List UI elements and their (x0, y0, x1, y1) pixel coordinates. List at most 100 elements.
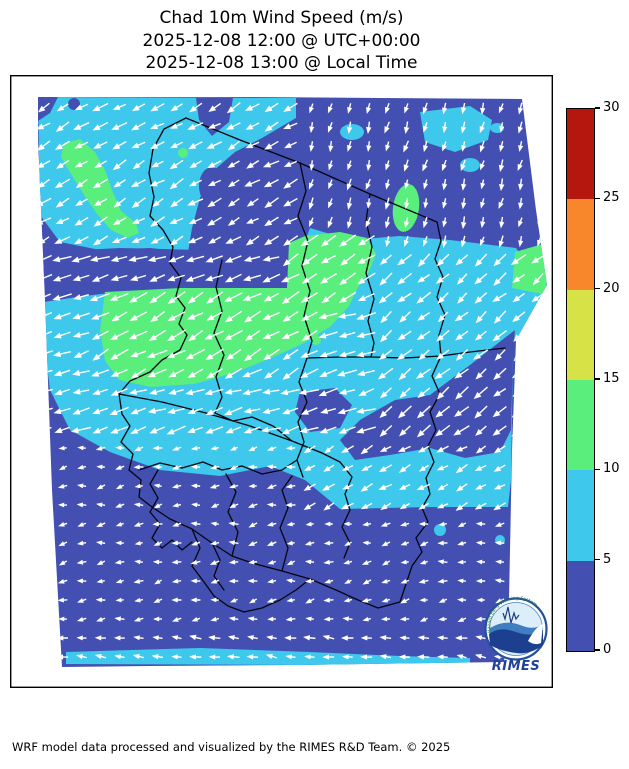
wind-arrow (418, 349, 430, 361)
wind-arrow (113, 179, 126, 188)
wind-arrow (494, 578, 505, 584)
wind-arrow (74, 103, 89, 111)
wind-arrow (210, 503, 220, 508)
wind-arrow (379, 387, 392, 399)
wind-arrow (262, 273, 281, 283)
colorbar-tick-label: 30 (603, 100, 620, 115)
wind-arrow (328, 179, 333, 190)
wind-arrow (327, 216, 333, 229)
wind-arrow (455, 330, 469, 341)
wind-arrow (229, 465, 239, 471)
wind-arrow (94, 653, 107, 660)
wind-arrow (208, 654, 221, 660)
wind-arrow (474, 253, 488, 267)
wind-arrow (494, 349, 506, 361)
wind-arrow (322, 634, 335, 641)
wind-arrow (73, 350, 89, 359)
wind-arrow (109, 406, 129, 416)
wind-arrow (400, 579, 410, 584)
wind-arrow (55, 217, 70, 225)
wind-arrow (224, 388, 242, 395)
wind-arrow (151, 654, 164, 660)
wind-arrow (168, 368, 185, 378)
wind-arrow (347, 160, 352, 171)
wind-arrow (38, 178, 51, 189)
wind-arrow (210, 540, 220, 546)
wind-arrow (247, 635, 258, 641)
wind-arrow (133, 635, 144, 641)
wind-arrow (76, 578, 87, 584)
wind-arrow (133, 578, 144, 584)
wind-arrow (227, 160, 240, 169)
wind-arrow (436, 503, 449, 509)
colorbar-segment (567, 289, 594, 380)
wind-arrow (309, 160, 315, 171)
wind-arrow (417, 387, 431, 399)
wind-arrow (309, 103, 314, 114)
wind-arrow (89, 292, 111, 302)
wind-arrow (172, 502, 182, 508)
wind-arrow (90, 256, 110, 263)
wind-arrow (114, 559, 125, 565)
wind-arrow (114, 654, 125, 660)
wind-arrow (228, 540, 239, 546)
wind-arrow (400, 598, 410, 604)
wind-arrow (264, 197, 279, 208)
wind-arrow (77, 445, 86, 451)
wind-arrow (284, 635, 297, 641)
wind-arrow (300, 292, 319, 303)
wind-arrow (264, 235, 279, 246)
wind-arrow (110, 369, 128, 377)
wind-arrow (399, 635, 410, 641)
wind-arrow (188, 330, 204, 342)
wind-arrow (457, 292, 468, 304)
wind-arrow (518, 197, 524, 210)
wind-arrow (150, 311, 166, 323)
wind-arrow (266, 446, 277, 451)
wind-arrow (96, 502, 106, 508)
wind-arrow (300, 407, 318, 415)
wind-arrow (436, 329, 450, 342)
wind-arrow (190, 464, 201, 470)
wind-arrow (360, 635, 372, 641)
wind-arrow (416, 368, 432, 379)
wind-arrow (246, 160, 260, 169)
wind-arrow (226, 654, 240, 660)
wind-arrow (204, 388, 224, 396)
wind-arrow (247, 616, 258, 622)
wind-arrow (493, 310, 507, 324)
wind-arrow (517, 102, 524, 115)
wind-arrow (435, 273, 450, 284)
wind-arrow (343, 521, 352, 527)
wind-arrow (454, 368, 469, 379)
wind-arrow (341, 445, 355, 454)
wind-arrow (475, 521, 486, 527)
wind-arrow (328, 140, 334, 153)
wind-arrow (172, 522, 182, 527)
wind-arrow (185, 274, 205, 282)
wind-arrow (115, 445, 124, 451)
wind-arrow (112, 140, 127, 150)
wind-arrow (95, 540, 106, 546)
wind-arrow (76, 616, 87, 622)
wind-arrow (518, 141, 524, 153)
wind-arrow (360, 444, 373, 455)
wind-arrow (318, 331, 338, 339)
wind-arrow (319, 272, 337, 284)
wind-arrow (266, 502, 277, 508)
wind-arrow (266, 635, 277, 641)
wind-arrow (171, 635, 182, 641)
wind-arrow (475, 578, 486, 584)
colorbar-tick (595, 378, 600, 380)
wind-arrow (72, 331, 90, 338)
wind-arrow (434, 367, 451, 379)
wind-arrow (112, 217, 127, 226)
wind-arrow (300, 234, 319, 247)
wind-arrow (417, 312, 431, 321)
wind-arrow (346, 197, 353, 210)
wind-arrow (357, 272, 376, 285)
wind-arrow (76, 654, 87, 660)
wind-arrow (55, 197, 70, 208)
wind-arrow (436, 465, 449, 471)
rimes-logo-waves (489, 622, 543, 654)
